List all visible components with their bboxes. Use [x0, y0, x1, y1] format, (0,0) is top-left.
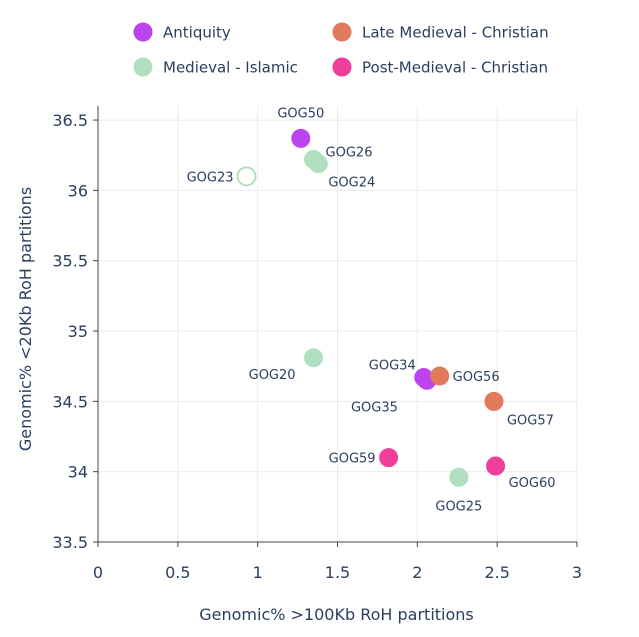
y-tick-label: 34 [68, 463, 88, 482]
y-tick-label: 35 [68, 322, 88, 341]
point-label: GOG34 [369, 358, 416, 373]
data-point [304, 348, 324, 368]
y-tick-label: 36.5 [52, 111, 88, 130]
point-label: GOG35 [351, 400, 398, 415]
legend-marker-icon [133, 57, 153, 77]
point-label: GOG50 [277, 106, 324, 121]
point-label: GOG59 [329, 452, 376, 467]
x-tick-label: 2.5 [484, 563, 509, 582]
legend-marker-icon [332, 22, 352, 42]
y-axis-title: Genomic% <20Kb RoH partitions [16, 187, 35, 451]
data-point [486, 456, 506, 476]
legend-marker-icon [133, 22, 153, 42]
x-tick-label: 3 [572, 563, 582, 582]
y-tick-label: 33.5 [52, 533, 88, 552]
legend-label: Antiquity [163, 24, 231, 42]
legend-item[interactable]: Medieval - Islamic [133, 57, 298, 77]
x-tick-label: 2 [412, 563, 422, 582]
point-label: GOG26 [326, 145, 373, 160]
x-tick-label: 1.5 [325, 563, 350, 582]
legend-item[interactable]: Antiquity [133, 22, 231, 42]
x-tick-label: 0 [93, 563, 103, 582]
axes: 0 0.5 1 1.5 2 2.5 3 33.5 34 34.5 35 35.5 36 36.5 Genom… [16, 106, 582, 624]
data-point [430, 366, 450, 386]
point-label: GOG57 [507, 413, 554, 428]
point-labels: GOG50 GOG26 GOG24 GOG23 GOG20 GOG34 GOG35 GOG56… [187, 106, 556, 514]
point-label: GOG24 [328, 176, 375, 191]
legend-label: Medieval - Islamic [163, 59, 298, 77]
data-point [291, 128, 311, 148]
legend-item[interactable]: Post-Medieval - Christian [332, 57, 548, 77]
data-point [308, 154, 328, 174]
legend-label: Post-Medieval - Christian [362, 59, 548, 77]
grid-lines [98, 106, 578, 542]
x-tick-label: 1 [253, 563, 263, 582]
point-label: GOG20 [249, 368, 296, 383]
y-tick-label: 36 [68, 181, 88, 200]
point-label: GOG25 [435, 499, 482, 514]
x-axis-title: Genomic% >100Kb RoH partitions [199, 605, 474, 624]
point-label: GOG23 [187, 170, 234, 185]
data-point [484, 391, 504, 411]
data-point [449, 467, 469, 487]
legend[interactable]: Antiquity Late Medieval - Christian Mediev… [133, 22, 549, 77]
legend-marker-icon [332, 57, 352, 77]
data-point [236, 166, 257, 187]
legend-item[interactable]: Late Medieval - Christian [332, 22, 549, 42]
point-label: GOG60 [509, 476, 556, 491]
data-points [236, 128, 506, 487]
point-label: GOG56 [453, 370, 500, 385]
y-tick-label: 34.5 [52, 392, 88, 411]
legend-label: Late Medieval - Christian [362, 24, 549, 42]
y-tick-label: 35.5 [52, 252, 88, 271]
data-point [379, 448, 399, 468]
x-tick-label: 0.5 [165, 563, 190, 582]
